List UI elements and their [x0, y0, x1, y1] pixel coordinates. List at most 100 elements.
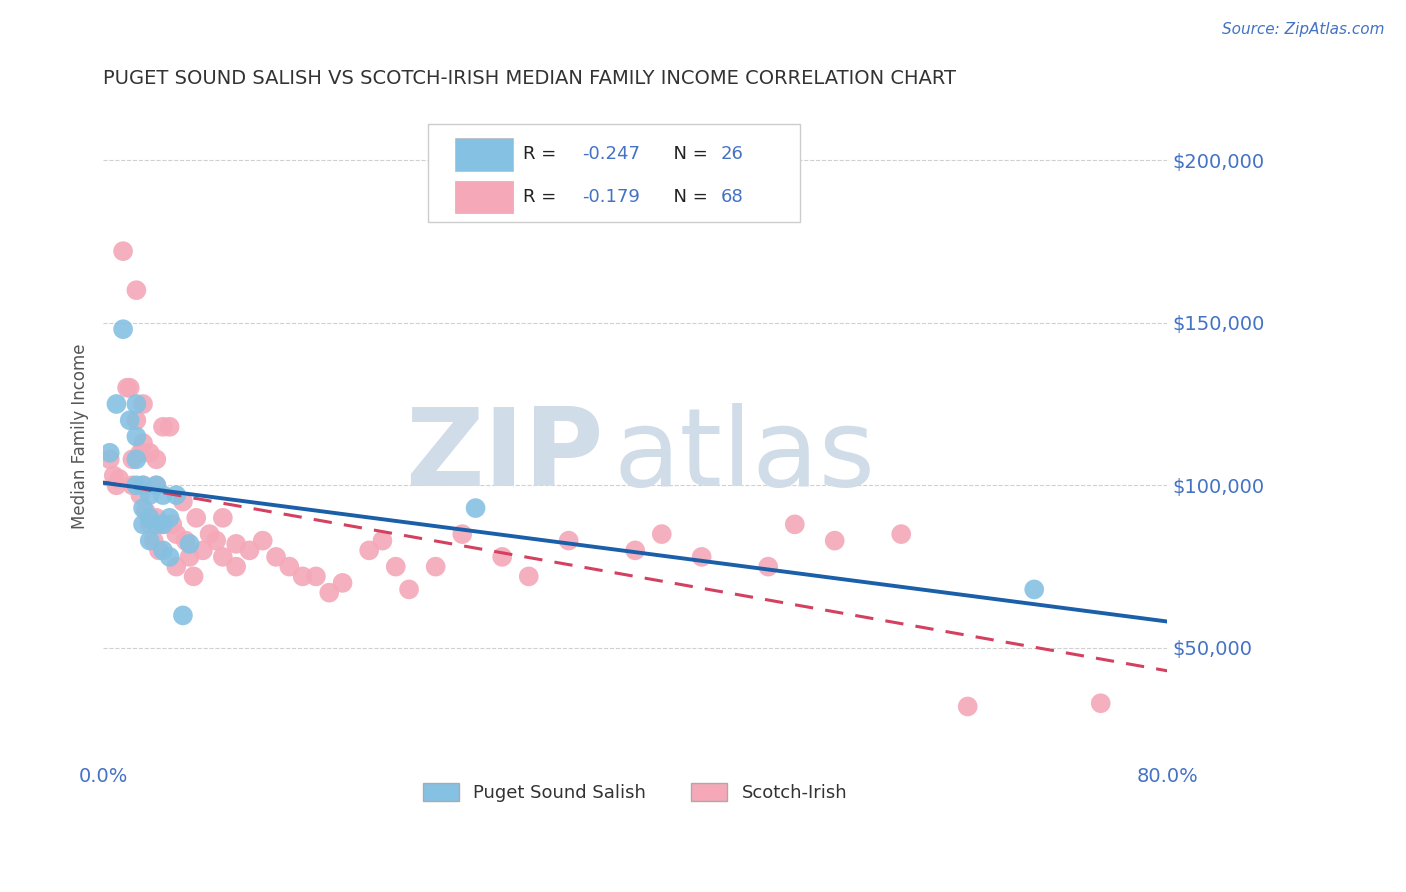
Point [159, 549, 181, 564]
Point [152, 419, 174, 434]
Point [138, 511, 160, 525]
Point [425, 559, 447, 574]
Point [162, 517, 184, 532]
Point [145, 452, 167, 467]
Point [305, 569, 328, 583]
Point [129, 488, 152, 502]
Point [118, 413, 141, 427]
Point [145, 478, 167, 492]
Point [112, 322, 135, 336]
Text: 68: 68 [720, 188, 742, 206]
Point [152, 488, 174, 502]
Point [165, 488, 187, 502]
Point [225, 537, 247, 551]
Point [252, 533, 274, 548]
Point [264, 549, 287, 564]
Point [179, 549, 201, 564]
Point [211, 511, 233, 525]
Point [956, 699, 979, 714]
Point [121, 478, 143, 492]
Point [783, 517, 806, 532]
Point [291, 569, 314, 583]
Point [464, 501, 486, 516]
Point [132, 478, 155, 492]
Legend: Puget Sound Salish, Scotch-Irish: Puget Sound Salish, Scotch-Irish [413, 774, 856, 812]
Point [557, 533, 579, 548]
Point [125, 452, 148, 467]
Point [145, 517, 167, 532]
Text: ZIP: ZIP [405, 403, 603, 509]
Point [159, 419, 181, 434]
FancyBboxPatch shape [456, 181, 513, 213]
Text: 26: 26 [720, 145, 744, 163]
Point [132, 436, 155, 450]
Point [152, 517, 174, 532]
Point [159, 511, 181, 525]
FancyBboxPatch shape [427, 124, 800, 222]
Point [145, 511, 167, 525]
Point [172, 494, 194, 508]
Text: -0.247: -0.247 [582, 145, 640, 163]
Point [108, 472, 131, 486]
Point [172, 608, 194, 623]
Point [125, 429, 148, 443]
Point [148, 543, 170, 558]
Point [152, 543, 174, 558]
Point [138, 488, 160, 502]
Text: N =: N = [662, 188, 713, 206]
Point [179, 537, 201, 551]
Point [118, 381, 141, 395]
Point [371, 533, 394, 548]
Point [205, 533, 228, 548]
Point [98, 452, 121, 467]
Point [690, 549, 713, 564]
Text: Source: ZipAtlas.com: Source: ZipAtlas.com [1222, 22, 1385, 37]
Point [105, 397, 128, 411]
Point [211, 549, 233, 564]
Point [198, 527, 221, 541]
Point [1024, 582, 1046, 597]
Point [278, 559, 301, 574]
Point [451, 527, 474, 541]
Point [125, 397, 148, 411]
Point [152, 517, 174, 532]
Text: atlas: atlas [614, 403, 876, 509]
Point [115, 381, 138, 395]
Point [225, 559, 247, 574]
FancyBboxPatch shape [456, 138, 513, 170]
Point [138, 517, 160, 532]
Point [756, 559, 779, 574]
Point [517, 569, 540, 583]
Point [135, 504, 157, 518]
Point [398, 582, 420, 597]
Point [384, 559, 406, 574]
Point [105, 478, 128, 492]
Point [890, 527, 912, 541]
Point [129, 446, 152, 460]
Point [138, 446, 160, 460]
Point [318, 585, 340, 599]
Y-axis label: Median Family Income: Median Family Income [72, 343, 89, 529]
Point [112, 244, 135, 259]
Point [138, 533, 160, 548]
Point [125, 413, 148, 427]
Point [359, 543, 381, 558]
Point [121, 452, 143, 467]
Point [132, 501, 155, 516]
Point [491, 549, 513, 564]
Point [238, 543, 260, 558]
Text: PUGET SOUND SALISH VS SCOTCH-IRISH MEDIAN FAMILY INCOME CORRELATION CHART: PUGET SOUND SALISH VS SCOTCH-IRISH MEDIA… [103, 69, 956, 87]
Text: -0.179: -0.179 [582, 188, 640, 206]
Point [132, 478, 155, 492]
Text: N =: N = [662, 145, 713, 163]
Point [651, 527, 673, 541]
Point [98, 446, 121, 460]
Text: R =: R = [523, 188, 562, 206]
Point [183, 569, 205, 583]
Point [103, 468, 125, 483]
Point [145, 478, 167, 492]
Point [174, 533, 197, 548]
Point [125, 478, 148, 492]
Point [191, 543, 214, 558]
Text: R =: R = [523, 145, 562, 163]
